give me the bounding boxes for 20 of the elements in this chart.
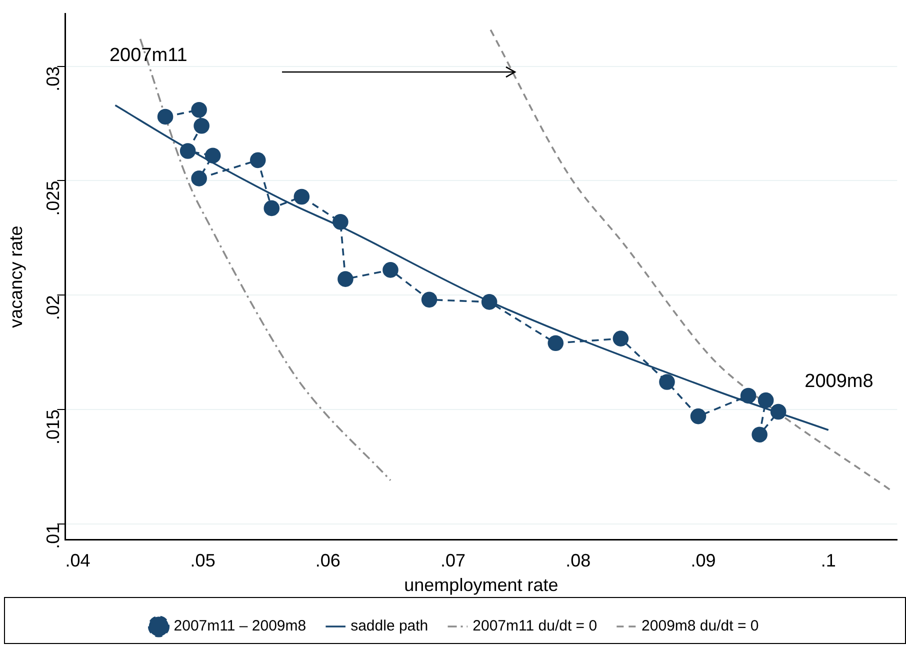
x-tick-label: .08 bbox=[566, 550, 591, 571]
y-tick-label: .01 bbox=[43, 524, 64, 549]
x-tick-label: .07 bbox=[440, 550, 466, 571]
y-tick-label: .03 bbox=[43, 66, 64, 92]
x-tick-label: .05 bbox=[190, 550, 216, 571]
legend-label: 2007m11 du/dt = 0 bbox=[472, 618, 598, 635]
x-tick-label: .04 bbox=[65, 550, 90, 571]
y-tick-label: .025 bbox=[43, 180, 64, 216]
x-tick-label: .06 bbox=[315, 550, 340, 571]
annotation: 2009m8 bbox=[804, 371, 874, 392]
legend-label: 2009m8 du/dt = 0 bbox=[642, 618, 759, 635]
legend-label: saddle path bbox=[350, 618, 428, 635]
x-axis-title: unemployment rate bbox=[404, 575, 558, 596]
y-tick-label: .015 bbox=[43, 409, 64, 444]
y-tick-label: .02 bbox=[43, 295, 64, 320]
legend-label: 2007m11 – 2009m8 bbox=[174, 618, 306, 635]
x-tick-label: .1 bbox=[820, 550, 836, 571]
y-axis-title: vacancy rate bbox=[6, 226, 26, 328]
annotation: 2007m11 bbox=[109, 45, 188, 66]
x-tick-label: .09 bbox=[690, 550, 716, 571]
